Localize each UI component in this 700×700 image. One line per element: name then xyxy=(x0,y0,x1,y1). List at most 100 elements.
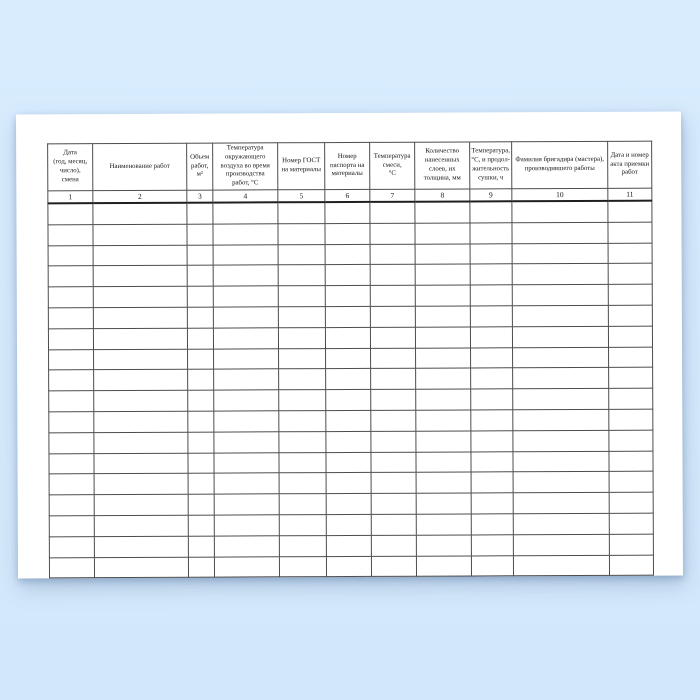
table-cell xyxy=(370,389,416,411)
table-cell xyxy=(370,347,416,369)
table-cell xyxy=(188,494,215,516)
table-cell xyxy=(93,244,188,267)
table-cell xyxy=(416,493,472,515)
table-cell xyxy=(93,411,188,433)
table-cell xyxy=(212,223,279,245)
table-cell xyxy=(48,245,94,267)
table-cell xyxy=(278,327,326,349)
table-cell xyxy=(513,492,610,514)
table-cell xyxy=(326,514,372,536)
table-cell xyxy=(369,223,416,245)
table-cell xyxy=(512,284,609,306)
table-cell xyxy=(608,325,653,347)
table-cell xyxy=(415,451,472,473)
table-cell xyxy=(414,201,470,224)
table-cell xyxy=(369,201,415,224)
column-number-10: 10 xyxy=(511,188,608,202)
table-cell xyxy=(94,494,189,516)
column-header-8: Количество нанесенных слоев, их толщина,… xyxy=(414,141,470,190)
table-cell xyxy=(512,305,609,327)
column-number-11: 11 xyxy=(607,188,652,201)
table-cell xyxy=(512,450,610,473)
column-number-3: 3 xyxy=(186,190,213,203)
column-number-4: 4 xyxy=(212,189,278,203)
table-cell xyxy=(470,305,513,327)
table-row xyxy=(48,346,653,371)
table-cell xyxy=(188,473,215,495)
table-cell xyxy=(279,535,327,557)
table-cell xyxy=(415,347,471,369)
table-cell xyxy=(213,369,279,391)
table-cell xyxy=(326,555,372,577)
table-cell xyxy=(94,473,189,495)
table-cell xyxy=(608,242,653,264)
table-cell xyxy=(370,326,416,348)
column-header-6: Номер паспорта на материалы xyxy=(324,142,370,190)
table-cell xyxy=(511,222,609,244)
column-header-4: Температура окружающего воздуха во время… xyxy=(212,142,278,191)
table-cell xyxy=(93,307,188,329)
table-row xyxy=(49,513,654,537)
table-cell xyxy=(512,388,609,410)
table-cell xyxy=(213,327,279,349)
table-cell xyxy=(513,471,610,493)
table-cell xyxy=(470,430,513,452)
table-cell xyxy=(278,389,326,411)
column-number-1: 1 xyxy=(47,190,93,204)
table-cell xyxy=(278,348,326,370)
table-row xyxy=(48,429,653,454)
table-cell xyxy=(608,305,653,327)
table-cell xyxy=(415,368,471,390)
table-cell xyxy=(370,264,416,286)
column-number-5: 5 xyxy=(277,189,325,203)
table-cell xyxy=(415,305,471,327)
table-cell xyxy=(48,411,94,433)
table-cell xyxy=(326,472,372,494)
table-cell xyxy=(213,410,279,432)
table-cell xyxy=(187,265,214,287)
table-cell xyxy=(187,390,214,412)
table-cell xyxy=(371,534,417,556)
column-header-10: Фамилия бригадира (мастера), производивш… xyxy=(511,141,608,189)
table-cell xyxy=(512,242,609,265)
table-cell xyxy=(93,265,188,287)
table-cell xyxy=(609,471,654,493)
table-cell xyxy=(277,202,325,224)
table-cell xyxy=(469,222,513,244)
column-number-8: 8 xyxy=(414,188,470,202)
table-cell xyxy=(607,200,652,223)
table-cell xyxy=(187,244,214,266)
table-cell xyxy=(187,369,214,391)
works-log-table: Дата (год, месяц, число), смена Наименова… xyxy=(47,140,655,579)
table-cell xyxy=(326,535,372,557)
table-cell xyxy=(93,390,188,412)
table-cell xyxy=(48,369,94,391)
table-cell xyxy=(187,286,214,308)
table-row xyxy=(48,409,653,433)
table-row xyxy=(49,533,654,558)
table-cell xyxy=(93,286,188,308)
table-cell xyxy=(213,348,279,370)
table-cell xyxy=(511,200,608,223)
table-cell xyxy=(370,368,416,390)
table-cell xyxy=(48,307,94,329)
table-cell xyxy=(512,263,609,285)
table-cell xyxy=(187,452,215,474)
table-cell xyxy=(94,515,189,537)
table-cell xyxy=(325,327,371,349)
table-cell xyxy=(512,326,609,348)
table-cell xyxy=(325,306,371,328)
table-cell xyxy=(325,389,371,411)
table-cell xyxy=(279,472,327,494)
table-cell xyxy=(48,286,94,308)
table-cell xyxy=(470,368,513,390)
table-cell xyxy=(470,284,513,306)
table-cell xyxy=(371,472,417,494)
table-cell xyxy=(370,451,417,473)
table-row xyxy=(48,242,653,267)
table-cell xyxy=(48,328,94,350)
table-cell xyxy=(214,493,280,516)
table-cell xyxy=(186,223,214,245)
table-cell xyxy=(93,452,189,474)
table-cell xyxy=(608,388,653,410)
